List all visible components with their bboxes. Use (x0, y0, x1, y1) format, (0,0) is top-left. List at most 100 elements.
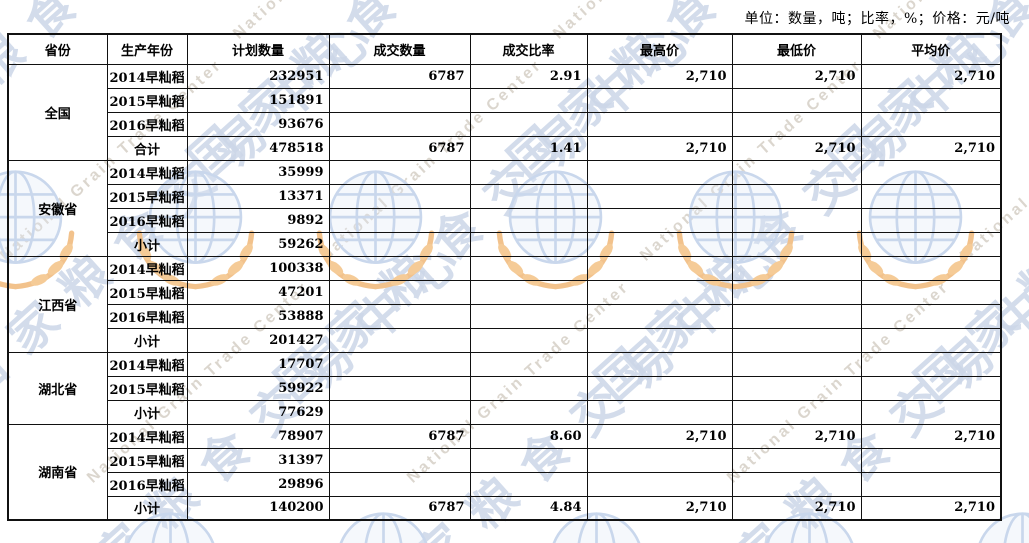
table-row: 全国 2014早籼稻 232951 6787 2.91 2,710 2,710 … (7, 63, 1002, 161)
globe-wheat-logo-icon (1018, 153, 1029, 308)
avg-price-cell (860, 255, 1002, 281)
planned-qty-cell: 13371 (186, 183, 330, 209)
subtotal-label-cell: 小计 (106, 495, 188, 521)
traded-qty-cell (328, 303, 471, 329)
high-price-cell (586, 447, 733, 473)
table-row: 2015早籼稻 47201 (8, 279, 1002, 305)
ratio-cell (469, 87, 588, 113)
traded-qty-cell: 6787 (328, 63, 471, 89)
low-price-cell (731, 255, 862, 281)
province-cell: 江西省 (7, 255, 108, 353)
low-price-cell (731, 111, 862, 137)
ratio-cell (469, 279, 588, 305)
ratio-cell (469, 183, 588, 209)
low-price-cell: 2,710 (731, 63, 862, 89)
avg-price-cell (860, 399, 1002, 425)
planned-qty-cell: 29896 (186, 471, 330, 497)
header-planned-qty: 计划数量 (186, 33, 330, 65)
traded-qty-cell (328, 327, 471, 353)
planned-qty-cell: 232951 (186, 63, 330, 89)
planned-qty-cell: 93676 (186, 111, 330, 137)
year-cell: 2014早籼稻 (106, 255, 188, 281)
planned-qty-cell: 9892 (186, 207, 330, 233)
results-table: 省份 生产年份 计划数量 成交数量 成交比率 最高价 最低价 平均价 全国 20… (7, 33, 1002, 521)
high-price-cell (586, 207, 733, 233)
high-price-cell (586, 183, 733, 209)
table-row: 2015早籼稻 31397 (8, 447, 1002, 473)
low-price-cell (731, 327, 862, 353)
unit-note: 单位：数量，吨；比率，%；价格：元/吨 (744, 11, 1010, 27)
avg-price-cell (860, 87, 1002, 113)
ratio-cell: 4.84 (469, 495, 588, 521)
header-province: 省份 (7, 33, 108, 65)
year-cell: 2014早籼稻 (106, 159, 188, 185)
avg-price-cell: 2,710 (860, 135, 1002, 161)
ratio-cell: 8.60 (469, 423, 588, 449)
header-traded-ratio: 成交比率 (469, 33, 588, 65)
table-row: 安徽省 2014早籼稻 35999 (7, 159, 1002, 257)
province-cell: 安徽省 (7, 159, 108, 257)
high-price-cell: 2,710 (586, 423, 733, 449)
high-price-cell: 2,710 (586, 495, 733, 521)
province-cell: 全国 (7, 63, 108, 161)
subtotal-label-cell: 小计 (106, 231, 188, 257)
low-price-cell: 2,710 (731, 423, 862, 449)
low-price-cell (731, 303, 862, 329)
traded-qty-cell (328, 447, 471, 473)
year-cell: 2015早籼稻 (106, 87, 188, 113)
table-row: 2016早籼稻 53888 (8, 303, 1002, 329)
low-price-cell (731, 231, 862, 257)
high-price-cell (586, 375, 733, 401)
ratio-cell (469, 303, 588, 329)
table-row: 2016早籼稻 29896 (8, 471, 1002, 497)
year-cell: 2015早籼稻 (106, 375, 188, 401)
traded-qty-cell: 6787 (328, 135, 471, 161)
low-price-cell (731, 279, 862, 305)
avg-price-cell (860, 279, 1002, 305)
traded-qty-cell (328, 471, 471, 497)
table-row-subtotal: 合计 478518 6787 1.41 2,710 2,710 2,710 (8, 135, 1002, 161)
year-cell: 2015早籼稻 (106, 183, 188, 209)
ratio-cell (469, 447, 588, 473)
ratio-cell: 1.41 (469, 135, 588, 161)
high-price-cell (586, 87, 733, 113)
header-traded-qty: 成交数量 (328, 33, 471, 65)
high-price-cell (586, 111, 733, 137)
planned-qty-cell: 35999 (186, 159, 330, 185)
table-row: 2015早籼稻 151891 (8, 87, 1002, 113)
low-price-cell (731, 183, 862, 209)
traded-qty-cell (328, 207, 471, 233)
low-price-cell (731, 471, 862, 497)
year-cell: 2014早籼稻 (106, 351, 188, 377)
high-price-cell: 2,710 (586, 135, 733, 161)
avg-price-cell (860, 327, 1002, 353)
year-cell: 2016早籼稻 (106, 111, 188, 137)
low-price-cell (731, 207, 862, 233)
planned-qty-cell: 100338 (186, 255, 330, 281)
high-price-cell (586, 255, 733, 281)
header-row: 省份 生产年份 计划数量 成交数量 成交比率 最高价 最低价 平均价 (7, 33, 1002, 65)
table-row: 2016早籼稻 93676 (8, 111, 1002, 137)
traded-qty-cell (328, 231, 471, 257)
year-cell: 2015早籼稻 (106, 279, 188, 305)
header-avg-price: 平均价 (860, 33, 1002, 65)
low-price-cell (731, 399, 862, 425)
avg-price-cell (860, 351, 1002, 377)
year-cell: 2016早籼稻 (106, 207, 188, 233)
ratio-cell (469, 255, 588, 281)
traded-qty-cell: 6787 (328, 423, 471, 449)
planned-qty-cell: 478518 (186, 135, 330, 161)
planned-qty-cell: 78907 (186, 423, 330, 449)
year-cell: 2016早籼稻 (106, 303, 188, 329)
table-row: 江西省 2014早籼稻 100338 (7, 255, 1002, 353)
planned-qty-cell: 59922 (186, 375, 330, 401)
avg-price-cell (860, 207, 1002, 233)
avg-price-cell (860, 303, 1002, 329)
planned-qty-cell: 47201 (186, 279, 330, 305)
subtotal-label-cell: 小计 (106, 399, 188, 425)
ratio-cell (469, 111, 588, 137)
low-price-cell (731, 87, 862, 113)
year-cell: 2014早籼稻 (106, 423, 188, 449)
table-row: 2016早籼稻 9892 (8, 207, 1002, 233)
planned-qty-cell: 151891 (186, 87, 330, 113)
